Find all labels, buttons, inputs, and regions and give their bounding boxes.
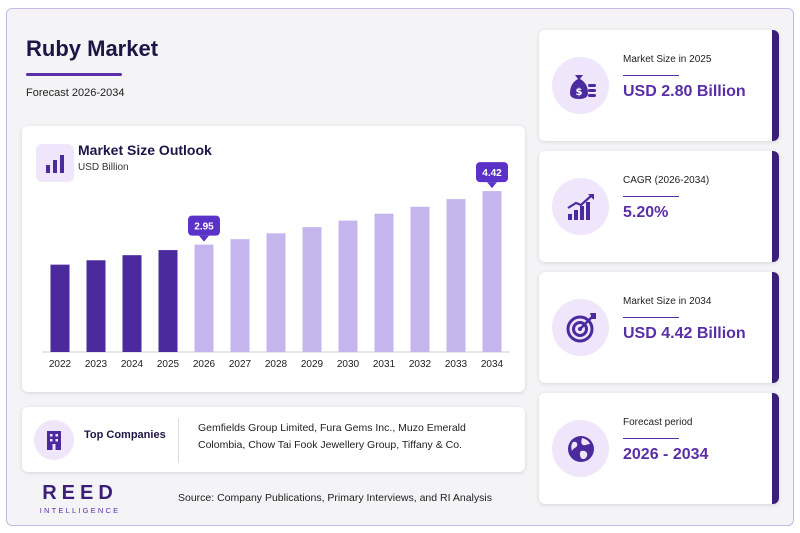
bar-2034 — [482, 191, 502, 352]
logo-main-text: REED — [42, 482, 118, 504]
bar-2031 — [374, 213, 394, 352]
bar-chart: 2022 2023 2024 2025 2026 2027 2028 2029 2030 2031… — [42, 162, 510, 370]
top-companies-label: Top Companies — [84, 429, 166, 441]
x-tick-label-2026: 2026 — [193, 359, 216, 370]
stat-card-forecast-period: Forecast period 2026 - 2034 — [539, 393, 779, 504]
card-edge — [772, 272, 779, 383]
callout-2034: 4.42 — [476, 162, 508, 189]
globe-icon — [552, 420, 609, 477]
card-edge — [772, 151, 779, 262]
bar-2022 — [50, 264, 70, 352]
data-label-2026: 2.95 — [194, 222, 214, 233]
x-tick-label-2032: 2032 — [409, 359, 432, 370]
stat-value: USD 2.80 Billion — [623, 83, 746, 100]
building-icon — [34, 420, 74, 460]
bar-2027 — [230, 239, 250, 352]
bar-2023 — [86, 260, 106, 352]
stat-divider — [623, 317, 679, 318]
bar-2030 — [338, 220, 358, 352]
x-tick-label-2028: 2028 — [265, 359, 288, 370]
bar-2032 — [410, 206, 430, 352]
x-tick-label-2029: 2029 — [301, 359, 324, 370]
target-icon — [552, 299, 609, 356]
stat-card-market-2025: $ Market Size in 2025 USD 2.80 Billion — [539, 30, 779, 141]
chart-unit-label: USD Billion — [78, 162, 129, 173]
callout-pointer — [487, 182, 497, 189]
card-edge — [772, 393, 779, 504]
page-title: Ruby Market — [26, 36, 159, 61]
callout-box — [188, 215, 220, 236]
data-label-2034: 4.42 — [482, 168, 502, 179]
bar-2029 — [302, 227, 322, 352]
stat-card-market-2034: Market Size in 2034 USD 4.42 Billion — [539, 272, 779, 383]
money-bag-icon: $ — [552, 57, 609, 114]
bar-2028 — [266, 233, 286, 352]
stat-divider — [623, 196, 679, 197]
bar-2033 — [446, 199, 466, 352]
bar-2025 — [158, 250, 178, 352]
stat-label: CAGR (2026-2034) — [623, 175, 710, 186]
top-companies-card: Top Companies Gemfields Group Limited, F… — [22, 407, 525, 472]
page-subtitle: Forecast 2026-2034 — [26, 87, 125, 99]
bar-chart-icon — [36, 144, 74, 182]
top-companies-list: Gemfields Group Limited, Fura Gems Inc.,… — [198, 422, 466, 451]
svg-text:$: $ — [575, 87, 582, 98]
x-tick-label-2031: 2031 — [373, 359, 396, 370]
callout-2026: 2.95 — [188, 215, 220, 242]
x-tick-label-2033: 2033 — [445, 359, 468, 370]
stat-label: Forecast period — [623, 417, 693, 428]
callout-pointer — [199, 235, 209, 242]
bar-2024 — [122, 255, 142, 352]
x-tick-label-2024: 2024 — [121, 359, 144, 370]
x-tick-label-2022: 2022 — [49, 359, 72, 370]
growth-chart-icon — [552, 178, 609, 235]
callout-box — [476, 162, 508, 183]
stat-label: Market Size in 2025 — [623, 54, 712, 65]
x-tick-label-2034: 2034 — [481, 359, 504, 370]
card-edge — [772, 30, 779, 141]
stat-divider — [623, 75, 679, 76]
brand-logo: REED INTELLIGENCE — [30, 482, 130, 515]
title-underline — [26, 73, 122, 76]
x-tick-label-2023: 2023 — [85, 359, 108, 370]
stat-card-cagr: CAGR (2026-2034) 5.20% — [539, 151, 779, 262]
chart-card: 2022 2023 2024 2025 2026 2027 2028 2029 2030 2031… — [22, 126, 525, 392]
chart-title: Market Size Outlook — [78, 142, 212, 158]
source-note: Source: Company Publications, Primary In… — [178, 492, 492, 504]
stat-value: 5.20% — [623, 204, 669, 221]
x-tick-label-2030: 2030 — [337, 359, 360, 370]
companies-divider — [178, 418, 179, 463]
stat-label: Market Size in 2034 — [623, 296, 712, 307]
bar-2026 — [194, 244, 214, 352]
x-tick-label-2025: 2025 — [157, 359, 180, 370]
stat-divider — [623, 438, 679, 439]
logo-sub-text: INTELLIGENCE — [39, 506, 121, 515]
stat-value: 2026 - 2034 — [623, 446, 709, 463]
stat-value: USD 4.42 Billion — [623, 325, 746, 342]
x-tick-label-2027: 2027 — [229, 359, 252, 370]
